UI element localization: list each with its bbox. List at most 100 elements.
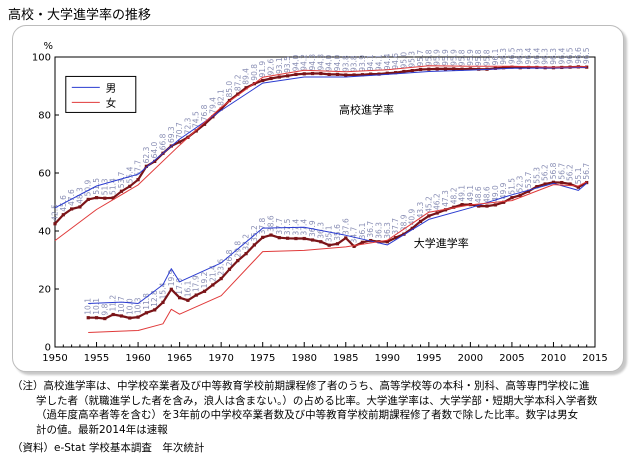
data-point <box>194 129 198 133</box>
data-label: 95.8 <box>424 49 433 66</box>
y-tick-label: 40 <box>38 227 51 238</box>
legend-box <box>65 75 137 113</box>
data-label: 51.3 <box>100 178 109 195</box>
data-label: 53.7 <box>117 171 126 188</box>
data-point <box>94 196 99 200</box>
series-lines <box>53 65 589 333</box>
data-label: 11.8 <box>142 293 151 310</box>
data-point <box>518 193 522 197</box>
data-point <box>510 65 514 69</box>
data-point <box>227 267 232 271</box>
data-label: 35.2 <box>250 225 259 242</box>
data-point <box>518 66 522 70</box>
data-point <box>211 283 215 287</box>
data-point <box>161 300 165 304</box>
footnote-line: 計の値。最新2014年は速報 <box>36 423 168 436</box>
data-point <box>335 242 340 246</box>
data-label: 94.0 <box>333 54 342 71</box>
data-point <box>153 159 157 163</box>
data-point <box>236 258 240 263</box>
data-point <box>277 236 281 240</box>
data-label: 10.3 <box>134 297 143 314</box>
data-label: 95.7 <box>416 50 425 67</box>
data-label: 47.6 <box>67 189 76 206</box>
data-point <box>535 65 539 70</box>
data-label: 96.6 <box>574 47 583 64</box>
data-point <box>510 196 514 200</box>
data-point <box>319 240 323 244</box>
data-point <box>385 71 389 75</box>
data-label: 56.2 <box>541 164 550 181</box>
data-point <box>377 72 381 76</box>
data-label: 95.3 <box>408 51 417 68</box>
data-point <box>360 73 364 77</box>
data-label: 93.5 <box>283 56 292 73</box>
data-point <box>178 140 182 144</box>
data-label: 37.8 <box>258 217 267 234</box>
data-label: 56.8 <box>549 162 558 179</box>
data-label: 26.8 <box>225 249 234 266</box>
data-point <box>111 312 115 317</box>
data-point <box>178 296 182 300</box>
data-label: 51.4 <box>109 178 118 195</box>
data-point <box>236 92 240 96</box>
data-point <box>335 72 340 76</box>
data-point <box>576 185 580 189</box>
data-label: 94.1 <box>375 54 384 71</box>
data-point <box>327 72 331 76</box>
data-label: 94.0 <box>291 54 300 71</box>
data-point <box>327 243 331 247</box>
data-point <box>128 184 132 188</box>
data-label: 82.1 <box>217 89 226 106</box>
data-label: 49.1 <box>466 185 475 202</box>
data-label: 23.6 <box>217 259 226 276</box>
data-point <box>560 180 564 185</box>
y-tick-label: 80 <box>38 111 51 122</box>
data-label: 37.7 <box>391 218 400 235</box>
data-point <box>286 74 290 78</box>
data-label: 36.7 <box>366 221 375 238</box>
data-label: 37.6 <box>341 218 350 235</box>
line-chart: 0 20 40 60 80 100% 1950 1955 1960 1965 1970 1975 198… <box>32 41 608 364</box>
x-tick-label: 1990 <box>375 353 400 364</box>
data-label: 46.2 <box>433 193 442 210</box>
data-point <box>310 71 315 76</box>
data-label: 43.3 <box>416 202 425 219</box>
chart-panel: 0 20 40 60 80 100% 1950 1955 1960 1965 1970 1975 198… <box>12 25 624 372</box>
data-label: 53.7 <box>524 171 533 188</box>
data-point <box>502 66 506 70</box>
data-point <box>153 308 157 312</box>
data-label: 95.9 <box>441 49 450 66</box>
data-label: 95.8 <box>474 49 483 66</box>
data-point <box>344 73 348 77</box>
series-line-male <box>54 66 587 209</box>
data-label: 94.2 <box>300 54 309 71</box>
data-point <box>286 236 290 240</box>
data-point <box>61 213 65 217</box>
data-label: 96.3 <box>516 48 525 65</box>
data-point <box>53 222 57 226</box>
footnote: （注）高校進学率は、中学校卒業者及び中等教育学校前期課程修了者のうち、高等学校等… <box>12 379 632 437</box>
data-point <box>394 71 398 75</box>
data-label: 17.0 <box>175 278 184 295</box>
data-point <box>269 76 273 81</box>
y-tick-label: 0 <box>45 343 51 354</box>
data-point <box>385 240 389 244</box>
data-label: 96.3 <box>541 48 550 65</box>
data-point <box>319 71 323 76</box>
data-point <box>70 207 74 211</box>
data-point <box>443 67 448 71</box>
x-tick-label: 1965 <box>167 353 192 364</box>
x-tick-label: 1970 <box>208 353 233 364</box>
data-point <box>86 316 90 320</box>
data-label: 48.6 <box>474 186 483 203</box>
data-point <box>585 180 589 185</box>
data-point <box>294 236 298 241</box>
x-tick-label: 1975 <box>250 353 275 364</box>
data-point <box>460 203 464 207</box>
data-label: 76.8 <box>200 104 209 121</box>
data-label: 48.2 <box>449 187 458 204</box>
data-point <box>86 197 90 201</box>
data-point <box>452 205 456 209</box>
data-point <box>194 293 198 297</box>
